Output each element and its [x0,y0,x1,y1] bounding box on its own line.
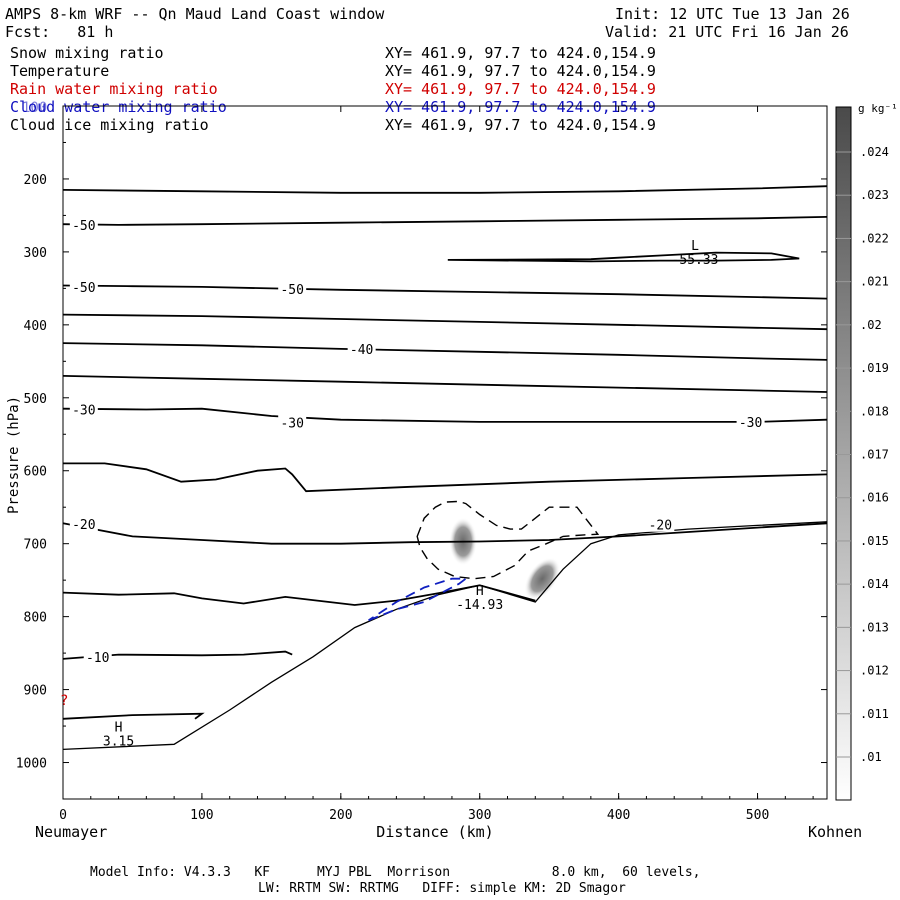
colorbar-tick-label: .016 [860,491,889,505]
field-name-temperature: Temperature [10,62,110,80]
isotherm-label-bg [278,281,307,297]
isotherm-line [62,712,205,720]
isotherm-line [62,407,828,423]
field-name-snow: Snow mixing ratio [10,44,164,62]
field-name-rain: Rain water mixing ratio [10,80,218,98]
x-axis-label: Distance (km) [376,823,493,841]
y-axis-label: Pressure (hPa) [6,396,22,514]
extremum-kind: H [115,720,123,735]
extremum-value: 3.15 [103,734,134,749]
isotherm-label-bg [69,515,98,531]
isotherm-label-bg [69,278,98,294]
isotherm-label-bg [83,648,112,664]
y-tick-label: 800 [24,611,47,626]
isotherm-label: -30 [72,403,95,418]
y-tick-label: 300 [24,246,47,261]
x-tick-label: 300 [468,808,491,823]
colorbar-tick-label: .015 [860,534,889,548]
colorbar-tick-label: .019 [860,361,889,375]
field-xy-cloud-water: XY= 461.9, 97.7 to 424.0,154.9 [385,98,656,116]
isotherm-line [62,185,828,194]
colorbar-bar [835,106,852,801]
colorbar-tick-label: .023 [860,188,889,202]
isotherm-line [62,313,828,331]
isotherm-label-bg [69,401,98,417]
isotherm-line [62,522,828,545]
isotherm-label: -30 [280,417,303,432]
colorbar-tick-label: .014 [860,577,889,591]
valid-time: Valid: 21 UTC Fri 16 Jan 26 [605,23,849,41]
colorbar-tick-label: .011 [860,707,889,721]
isotherm-low-closed [447,251,800,263]
x-tick-label: 100 [190,808,213,823]
isotherm-label: -40 [350,343,373,358]
plot-frame [62,105,828,800]
x-tick-label: 400 [607,808,630,823]
field-name-cloud-ice: Cloud ice mixing ratio [10,116,209,134]
y-tick-label: 200 [24,173,47,188]
colorbar-tick-label: .017 [860,448,889,462]
isotherm-line [63,462,828,493]
chart-title: AMPS 8-km WRF -- Qn Maud Land Coast wind… [5,5,385,23]
snow-shading-blob [449,517,478,566]
colorbar-unit: g kg⁻¹ [858,102,898,115]
colorbar-tick-label: .024 [860,145,889,159]
y-tick-label: 1000 [16,757,47,772]
x-tick-label: 200 [329,808,352,823]
y-tick-label: 400 [24,319,47,334]
isotherm-label: -50 [72,281,95,296]
colorbar-tick-label: .022 [860,231,889,245]
colorbar-tick-label: .01 [860,750,882,764]
endpoint-left: Neumayer [35,823,107,841]
snow-shading-blob [524,557,561,600]
init-time: Init: 12 UTC Tue 13 Jan 26 [615,5,850,23]
model-info-line2: LW: RRTM SW: RRTMG DIFF: simple KM: 2D S… [258,881,626,896]
field-xy-rain: XY= 461.9, 97.7 to 424.0,154.9 [385,80,656,98]
field-xy-temperature: XY= 461.9, 97.7 to 424.0,154.9 [385,62,656,80]
isotherm-label: -20 [649,519,672,534]
isotherm-label: -10 [86,651,109,666]
isotherm-label-bg [69,216,98,232]
colorbar-tick-label: .021 [860,275,889,289]
x-tick-label: 500 [746,808,769,823]
isotherm-line [62,650,293,660]
isotherm-label: -30 [739,416,762,431]
colorbar-tick-label: .018 [860,404,889,418]
snow-mixing-contour [416,500,600,580]
extremum-value: -14.93 [456,598,503,613]
isotherm-label-bg [736,413,765,429]
isotherm-line [62,216,828,226]
x-tick-label: 0 [59,808,67,823]
extremum-kind: L [691,239,699,254]
y-tick-label: 700 [24,538,47,553]
field-name-cloud-water: Cloud water mixing ratio [10,98,227,116]
field-xy-snow: XY= 461.9, 97.7 to 424.0,154.9 [385,44,656,62]
colorbar-tick-label: .013 [860,620,889,634]
y-tick-label: 900 [24,684,47,699]
y-tick-label: 500 [24,392,47,407]
isotherm-line [62,342,828,361]
terrain-surface [62,521,828,751]
isotherm-label-bg [646,516,675,532]
isotherm-line [62,375,828,393]
cloud-water-contour [368,577,469,622]
extremum-kind: H [476,584,484,599]
isotherm-label: -50 [280,283,303,298]
isotherm-label-bg [278,414,307,430]
isotherm-label: -20 [72,518,95,533]
endpoint-right: Kohnen [808,823,862,841]
field-xy-cloud-ice: XY= 461.9, 97.7 to 424.0,154.9 [385,116,656,134]
isotherm-label: -50 [72,219,95,234]
y-tick-label: 600 [24,465,47,480]
rain-trace-marker: ? [60,693,68,709]
colorbar-tick-label: .012 [860,664,889,678]
forecast-hour: Fcst: 81 h [5,23,114,41]
isotherm-label-bg [347,340,376,356]
isotherm-line [62,284,828,300]
model-info-line1: Model Info: V4.3.3 KF MYJ PBL Morrison 8… [90,865,701,880]
colorbar-tick-label: .02 [860,318,882,332]
extremum-value: -55.33 [672,253,719,268]
isotherm-line [62,584,536,606]
